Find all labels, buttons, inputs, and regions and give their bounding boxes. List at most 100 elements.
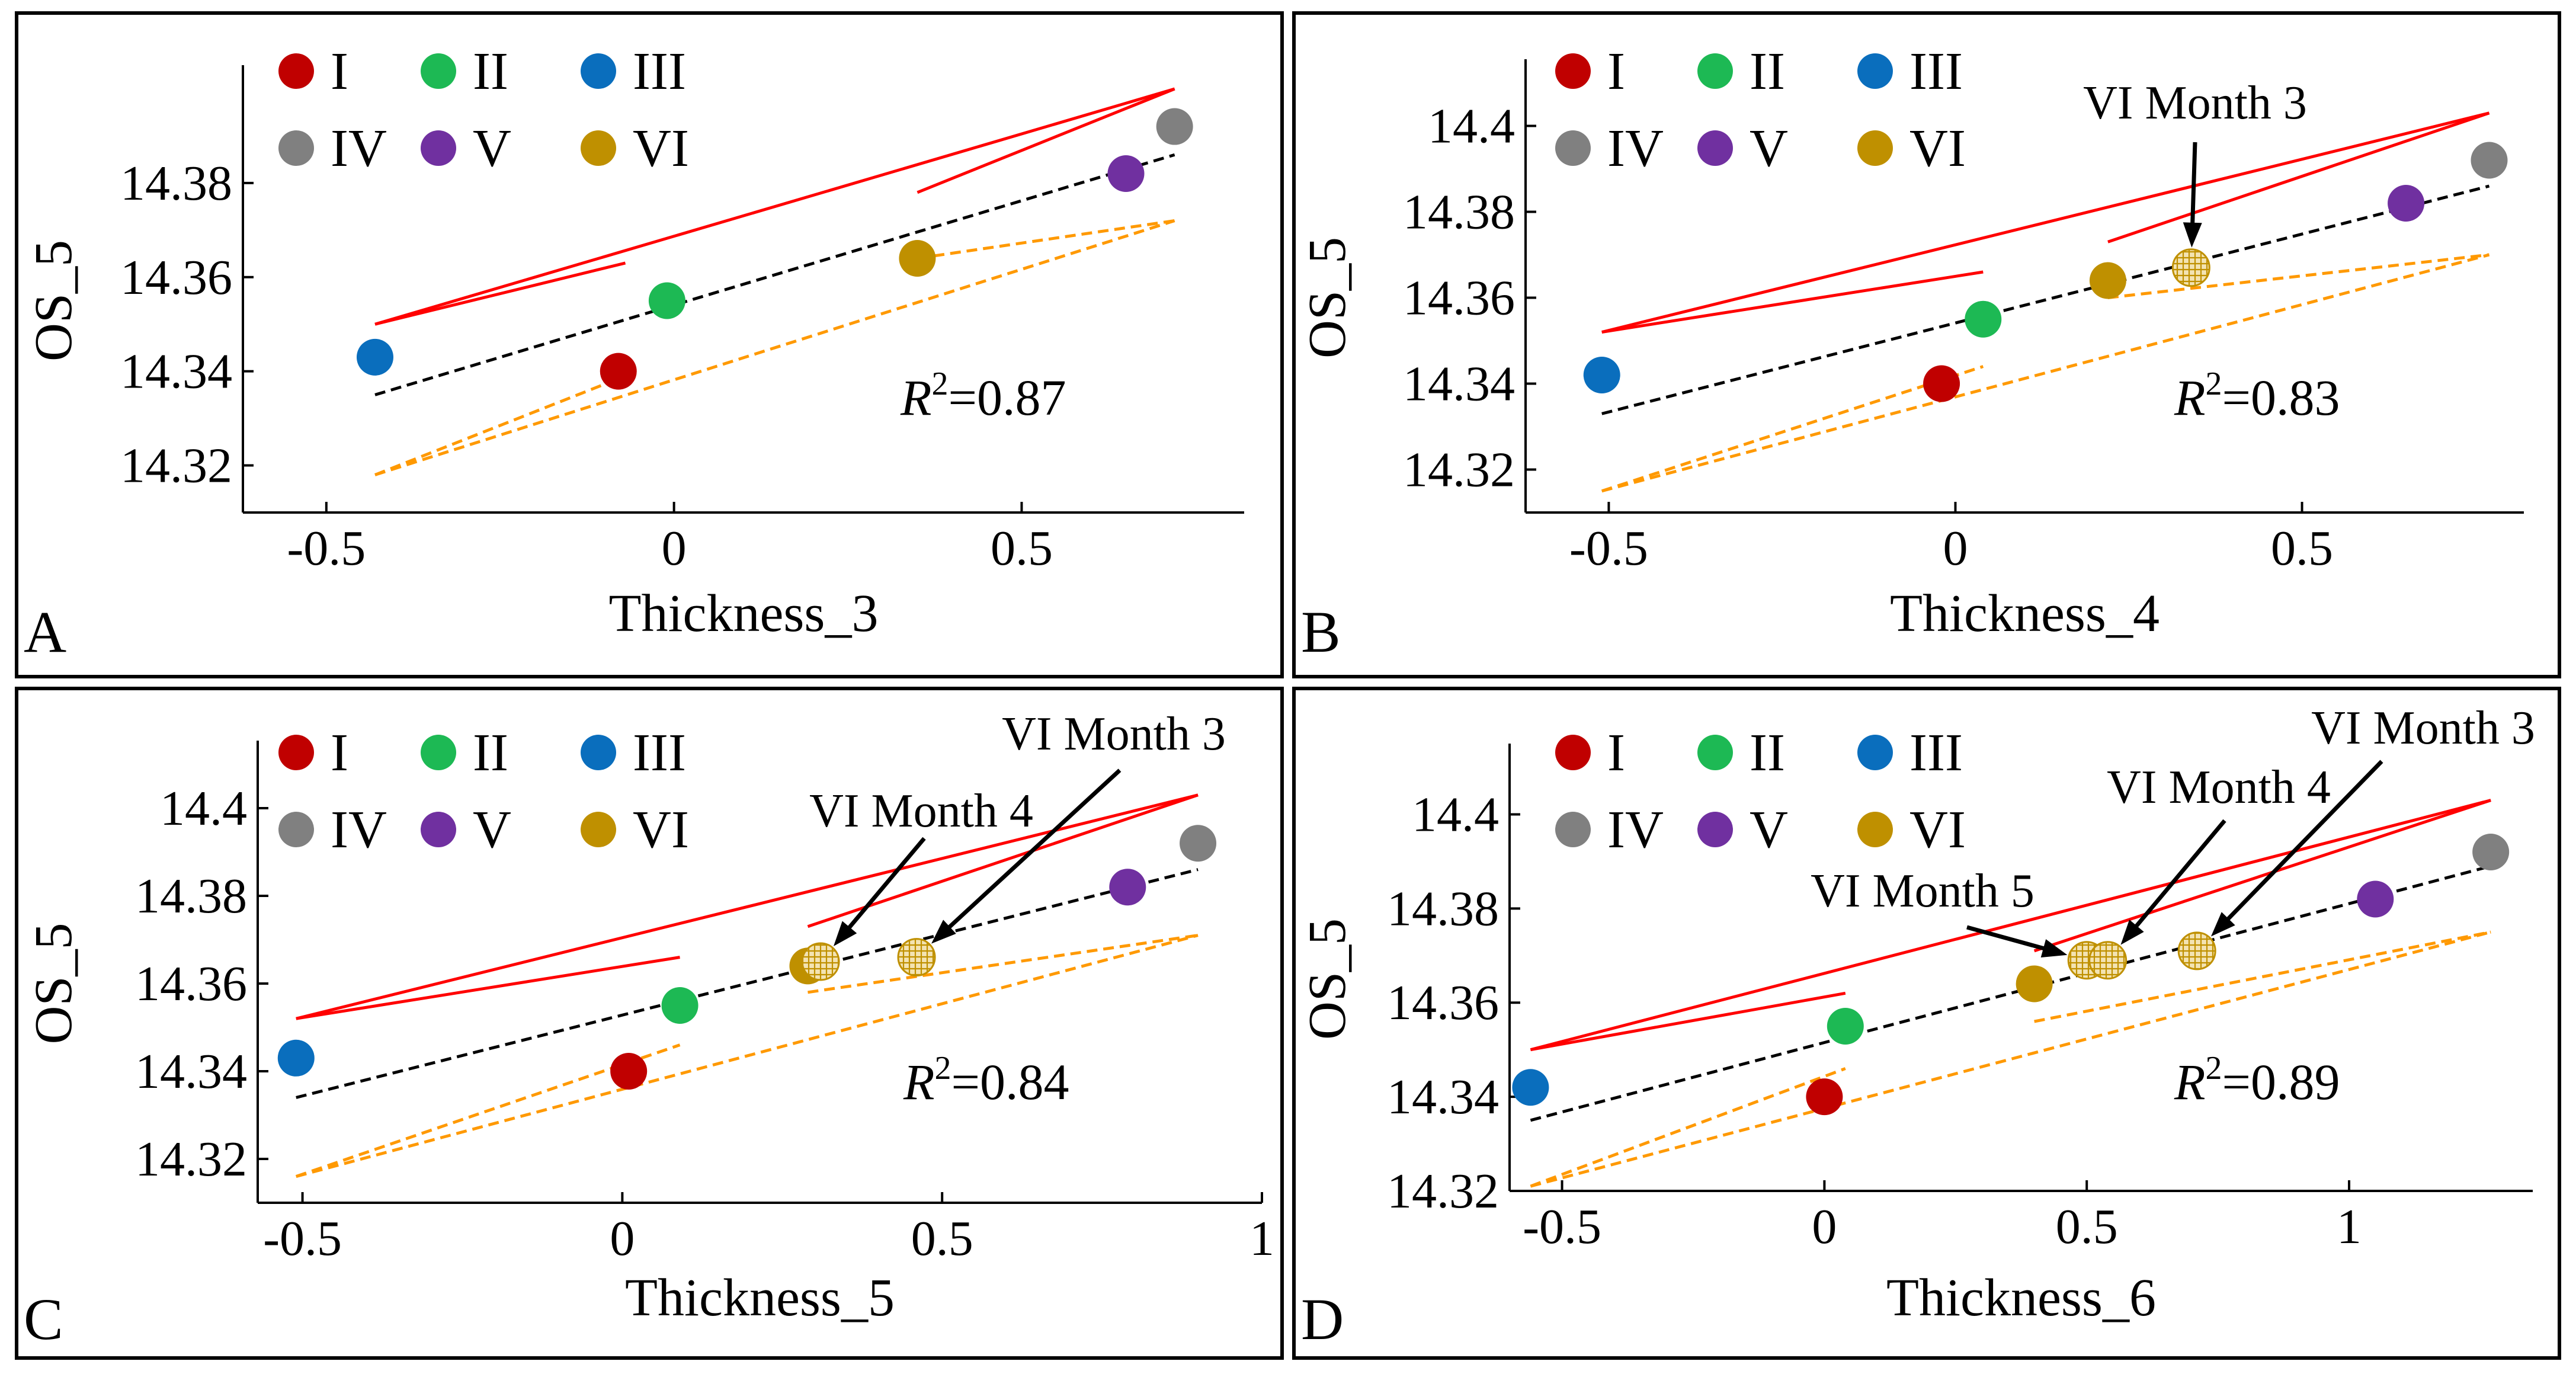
lower-bound-line xyxy=(374,374,626,476)
annotation-arrow xyxy=(2190,142,2197,230)
point-group-vi xyxy=(2016,965,2053,1003)
legend-label-i: I xyxy=(331,42,348,101)
legend-marker-v xyxy=(1697,812,1733,847)
x-tick-label: 0.5 xyxy=(991,521,1053,576)
x-tick-label: -0.5 xyxy=(263,1211,342,1266)
panel-d: 14.32 14.34 14.36 14.38 14.4 -0.5 0 0.5 1 Thickne… xyxy=(1292,687,2561,1360)
legend-marker-i xyxy=(1555,735,1591,770)
legend-label-v: V xyxy=(1750,119,1788,178)
point-group-vi xyxy=(2089,262,2126,299)
point-group-ii xyxy=(648,282,685,319)
y-tick-label: 14.38 xyxy=(1387,881,1499,936)
x-axis-label: Thickness_3 xyxy=(609,584,879,643)
x-tick-label: 0 xyxy=(662,521,687,576)
legend-marker-ii xyxy=(1697,53,1733,89)
lower-bound-line xyxy=(1530,1067,1846,1188)
y-tick-label: 14.36 xyxy=(1403,271,1515,326)
y-tick-label: 14.38 xyxy=(135,869,247,924)
legend-marker-v xyxy=(421,812,456,847)
x-tick-label: 0 xyxy=(610,1211,635,1266)
y-axis-label: OS_5 xyxy=(24,923,83,1044)
x-tick-label: -0.5 xyxy=(1569,521,1648,576)
point-group-iii xyxy=(1512,1069,1549,1106)
annotation-arrowhead xyxy=(2183,222,2202,248)
annotation-arrowhead xyxy=(2120,920,2144,945)
y-tick-label: 14.34 xyxy=(1387,1069,1499,1125)
panel-border xyxy=(15,687,1284,1360)
legend-label-vi: VI xyxy=(633,119,689,178)
point-group-i xyxy=(610,1053,648,1090)
legend-label-ii: II xyxy=(473,42,508,101)
panel-border xyxy=(1292,11,2561,678)
y-tick-label: 14.32 xyxy=(120,438,232,494)
x-tick-label: 0.5 xyxy=(2056,1199,2118,1254)
lower-bound-line xyxy=(374,219,1175,476)
upper-bound-line xyxy=(2033,799,2491,953)
point-group-v xyxy=(1109,869,1146,906)
point-group-v xyxy=(2357,880,2394,918)
legend-marker-v xyxy=(421,130,456,166)
upper-bound-line xyxy=(1601,270,1984,334)
panel-border xyxy=(1292,687,2561,1360)
panel-c: 14.32 14.34 14.36 14.38 14.4 -0.5 0 0.5 1 Thickne… xyxy=(15,687,1284,1360)
lower-bound-line xyxy=(296,934,1199,1178)
upper-bound-line xyxy=(296,793,1199,1020)
x-tick-label: 0 xyxy=(1812,1199,1837,1254)
annotation-label: VI Month 3 xyxy=(2311,702,2535,754)
legend-label-v: V xyxy=(1750,800,1788,859)
lower-bound-line xyxy=(808,934,1199,994)
legend-marker-vi xyxy=(1857,812,1893,847)
lower-bound-line xyxy=(2034,930,2491,1023)
annotation-arrow xyxy=(843,837,926,934)
legend-label-vi: VI xyxy=(633,800,689,859)
legend-label-v: V xyxy=(473,119,511,178)
lower-bound-line xyxy=(1601,253,2490,493)
legend-label-iii: III xyxy=(1909,723,1963,782)
legend-label-iii: III xyxy=(633,42,686,101)
r-squared-label: R2=0.84 xyxy=(903,1050,1069,1110)
legend-marker-i xyxy=(1555,53,1591,89)
r-squared-label: R2=0.83 xyxy=(2174,366,2340,426)
upper-bound-line xyxy=(917,87,1175,194)
legend-label-iv: IV xyxy=(331,119,387,178)
x-tick-label: -0.5 xyxy=(287,521,366,576)
annotation-label: VI Month 3 xyxy=(1002,708,1226,760)
legend-marker-vi xyxy=(581,130,616,166)
lower-bound-line xyxy=(2107,253,2490,299)
legend-label-vi: VI xyxy=(1909,800,1966,859)
fit-line xyxy=(296,868,1199,1099)
annotation-label: VI Month 3 xyxy=(2083,77,2307,129)
y-axis-label: OS_5 xyxy=(1298,918,1357,1040)
upper-bound-line xyxy=(374,87,1175,326)
lower-bound-line xyxy=(917,219,1175,260)
legend-marker-iii xyxy=(1857,735,1893,770)
y-axis-label: OS_5 xyxy=(1298,237,1357,358)
upper-bound-line xyxy=(807,793,1199,928)
legend-label-iv: IV xyxy=(1607,119,1664,178)
legend-marker-ii xyxy=(421,735,456,770)
legend-marker-ii xyxy=(1697,735,1733,770)
legend-marker-iv xyxy=(1555,130,1591,166)
x-tick-label: -0.5 xyxy=(1523,1199,1601,1254)
annotation-arrowhead xyxy=(2040,939,2068,957)
point-month-hatched xyxy=(897,938,936,977)
y-tick-label: 14.34 xyxy=(120,344,232,399)
point-group-v xyxy=(2388,185,2425,222)
x-axis-label: Thickness_6 xyxy=(1886,1269,2156,1327)
fit-line xyxy=(374,153,1175,396)
annotation-label: VI Month 5 xyxy=(1811,865,2034,917)
y-tick-label: 14.4 xyxy=(1412,787,1499,842)
annotation-arrow xyxy=(2130,819,2226,933)
panel-letter: B xyxy=(1301,599,1341,665)
legend-marker-ii xyxy=(421,53,456,89)
point-group-i xyxy=(600,353,637,390)
annotation-arrowhead xyxy=(2210,912,2235,937)
y-tick-label: 14.34 xyxy=(1403,357,1515,412)
point-group-iii xyxy=(356,338,393,376)
r-squared-label: R2=0.89 xyxy=(2174,1050,2340,1110)
y-tick-label: 14.36 xyxy=(1387,975,1499,1030)
